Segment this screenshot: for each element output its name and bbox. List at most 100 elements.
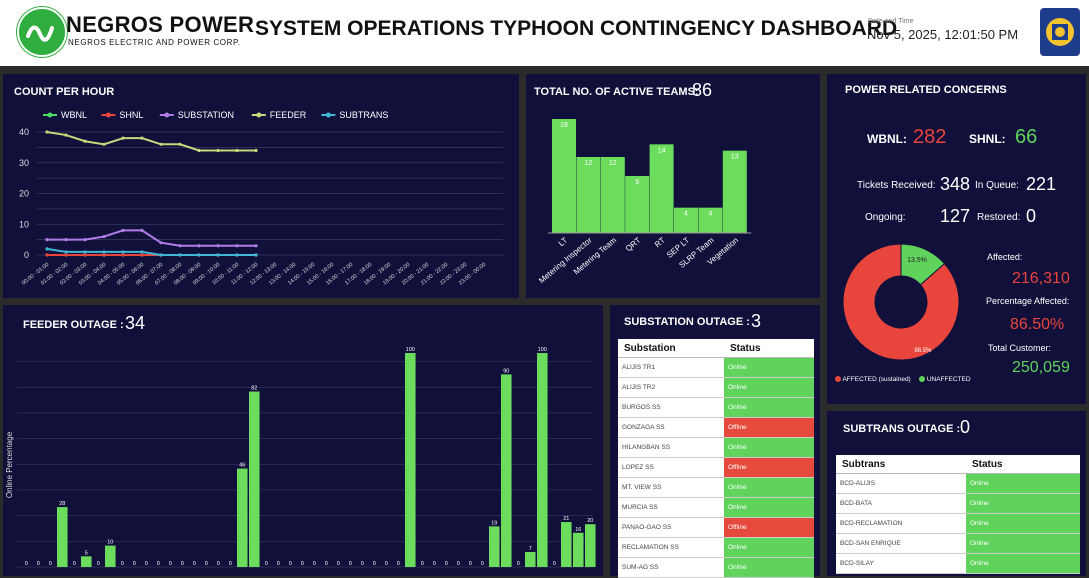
data-point xyxy=(121,250,125,254)
y-axis-label: Online Percentage xyxy=(5,431,14,498)
affected-donut-chart: 13.5% 86.5% xyxy=(843,243,960,361)
legend-marker xyxy=(164,112,170,118)
bar-value-label: 4 xyxy=(684,211,688,218)
table-row[interactable]: BURGOS SS Online xyxy=(618,397,814,418)
table-row[interactable]: BCD-RECLAMATION Online xyxy=(836,513,1080,534)
active-teams-panel: TOTAL NO. OF ACTIVE TEAMS: 86 18 LT 12 Mete… xyxy=(526,74,820,298)
data-point xyxy=(140,250,144,254)
data-point xyxy=(178,244,182,248)
restored-value: 0 xyxy=(1026,206,1037,226)
table-row[interactable]: SUM-AG SS Online xyxy=(618,557,814,578)
data-point xyxy=(159,142,163,146)
data-point xyxy=(216,253,220,257)
table-row[interactable]: ALIJIS TR2 Online xyxy=(618,377,814,398)
table-row[interactable]: MURCIA SS Online xyxy=(618,497,814,518)
table-row[interactable]: BCD-BATA Online xyxy=(836,493,1080,514)
data-point xyxy=(121,228,125,232)
name-cell: HILANGBAN SS xyxy=(618,437,724,458)
bar-value-label: 0 xyxy=(517,561,520,567)
status-badge: Online xyxy=(966,473,1080,494)
bar-value-label: 16 xyxy=(575,527,581,533)
status-badge: Online xyxy=(724,377,814,398)
column-header-status[interactable]: Status xyxy=(966,455,1080,474)
column-header-subtrans[interactable]: Subtrans xyxy=(836,455,966,474)
column-header-substation[interactable]: Substation xyxy=(618,339,724,358)
y-tick-label: 40 xyxy=(19,127,29,137)
legend-marker xyxy=(256,112,262,118)
status-badge: Online xyxy=(724,357,814,378)
feeder-outage-count: 34 xyxy=(125,313,146,333)
bar-value-label: 0 xyxy=(397,561,400,567)
feeder-bar xyxy=(561,522,572,567)
team-bar xyxy=(674,207,698,233)
data-point xyxy=(83,238,87,242)
status-badge: Online xyxy=(966,553,1080,574)
data-point xyxy=(216,148,220,153)
bar-value-label: 0 xyxy=(277,561,280,567)
x-tick-label: RT xyxy=(653,236,667,250)
bar-value-label: 13 xyxy=(731,154,739,161)
bar-value-label: 5 xyxy=(85,550,88,556)
subtrans-table: Subtrans Status BCD-ALIJIS Online BCD-BATA… xyxy=(836,455,1080,574)
affected-label: Affected: xyxy=(987,252,1023,262)
status-badge: Online xyxy=(966,513,1080,534)
feeder-bar xyxy=(57,507,68,567)
bar-value-label: 0 xyxy=(229,561,232,567)
bar-value-label: 0 xyxy=(361,561,364,567)
data-point xyxy=(254,244,258,248)
percentage-affected-label: Percentage Affected: xyxy=(986,296,1070,306)
data-point xyxy=(140,228,144,232)
data-point xyxy=(178,253,182,257)
x-tick-label: QRT xyxy=(624,236,643,254)
bar-value-label: 0 xyxy=(145,561,148,567)
feeder-bar xyxy=(249,391,260,567)
table-row[interactable]: PANAO-GAO SS Offline xyxy=(618,517,814,538)
status-badge: Online xyxy=(724,537,814,558)
table-row[interactable]: MT. VIEW SS Online xyxy=(618,477,814,498)
bar-value-label: 0 xyxy=(133,561,136,567)
subtrans-outage-panel: SUBTRANS OUTAGE : 0 Subtrans Status BCD-… xyxy=(827,411,1086,576)
table-row[interactable]: ALIJIS TR1 Online xyxy=(618,357,814,378)
status-badge: Offline xyxy=(724,457,814,478)
data-point xyxy=(45,253,49,257)
feeder-bar xyxy=(501,374,512,567)
name-cell: BCD-BATA xyxy=(836,493,966,514)
panel-title: FEEDER OUTAGE : xyxy=(23,319,124,331)
queue-value: 221 xyxy=(1026,174,1057,194)
table-row[interactable]: BCD-SILAY Online xyxy=(836,553,1080,574)
power-concerns-panel: POWER RELATED CONCERNS WBNL: 282 SHNL: 6… xyxy=(827,74,1086,404)
series-line-feeder xyxy=(46,131,256,152)
bar-value-label: 0 xyxy=(217,561,220,567)
restored-label: Restored: xyxy=(977,212,1021,223)
name-cell: LOPEZ SS xyxy=(618,457,724,478)
table-row[interactable]: BCD-ALIJIS Online xyxy=(836,473,1080,494)
table-row[interactable]: LOPEZ SS Offline xyxy=(618,457,814,478)
feeder-bar xyxy=(81,556,92,567)
shnl-label: SHNL: xyxy=(969,132,1006,146)
data-point xyxy=(197,253,201,257)
data-point xyxy=(197,244,201,248)
table-row[interactable]: GONZAGA SS Offline xyxy=(618,417,814,438)
donut-label-affected: 86.5% xyxy=(914,348,932,354)
bar-value-label: 82 xyxy=(251,386,257,392)
data-point xyxy=(216,244,220,248)
bar-value-label: 46 xyxy=(239,463,245,469)
data-point xyxy=(140,136,144,140)
ongoing-value: 127 xyxy=(940,206,971,226)
team-bar xyxy=(576,157,601,233)
column-header-status[interactable]: Status xyxy=(724,339,814,358)
table-row[interactable]: BCD-SAN ENRIQUE Online xyxy=(836,533,1080,554)
panel-title: TOTAL NO. OF ACTIVE TEAMS: xyxy=(534,86,699,98)
bar-value-label: 12 xyxy=(609,160,617,167)
bar-value-label: 9 xyxy=(635,179,639,186)
bar-value-label: 0 xyxy=(181,561,184,567)
data-point xyxy=(121,253,125,257)
substation-table: Substation Status ALIJIS TR1 Online ALIJIS… xyxy=(618,339,814,578)
y-tick-label: 0 xyxy=(24,250,29,260)
feeder-bar xyxy=(525,552,536,567)
table-row[interactable]: HILANGBAN SS Online xyxy=(618,437,814,458)
data-point xyxy=(102,234,106,239)
bar-value-label: 28 xyxy=(59,501,65,507)
logo-subtext: NEGROS ELECTRIC AND POWER CORP. xyxy=(68,38,241,47)
table-row[interactable]: RECLAMATION SS Online xyxy=(618,537,814,558)
